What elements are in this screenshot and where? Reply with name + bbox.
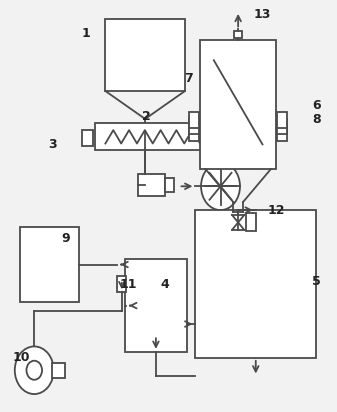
Circle shape: [27, 361, 42, 380]
Bar: [95, 124, 210, 150]
Text: 10: 10: [13, 351, 30, 365]
Text: 2: 2: [142, 110, 151, 123]
Bar: [195, 210, 316, 358]
Bar: [118, 276, 126, 292]
Bar: [20, 227, 79, 302]
Text: 6: 6: [312, 99, 320, 112]
Bar: [82, 130, 93, 146]
Bar: [277, 119, 287, 134]
Text: 11: 11: [120, 278, 137, 290]
Bar: [189, 112, 199, 128]
Text: 12: 12: [267, 204, 285, 217]
Text: 7: 7: [184, 72, 193, 85]
Bar: [277, 112, 287, 128]
Bar: [201, 40, 276, 169]
Bar: [189, 125, 199, 140]
Bar: [125, 260, 187, 352]
Text: 9: 9: [62, 232, 70, 246]
Bar: [212, 130, 223, 146]
Bar: [246, 213, 255, 232]
Text: 8: 8: [312, 113, 320, 126]
Circle shape: [201, 162, 240, 210]
Text: 3: 3: [49, 138, 57, 151]
Text: 1: 1: [82, 27, 91, 40]
Bar: [105, 19, 185, 91]
Text: 13: 13: [254, 8, 271, 21]
Text: 5: 5: [312, 276, 320, 288]
Bar: [189, 119, 199, 134]
Bar: [277, 125, 287, 140]
Text: 4: 4: [161, 278, 170, 290]
Bar: [52, 363, 65, 378]
Bar: [138, 174, 165, 196]
Bar: [165, 178, 174, 192]
Circle shape: [15, 346, 54, 394]
Bar: [234, 31, 242, 38]
